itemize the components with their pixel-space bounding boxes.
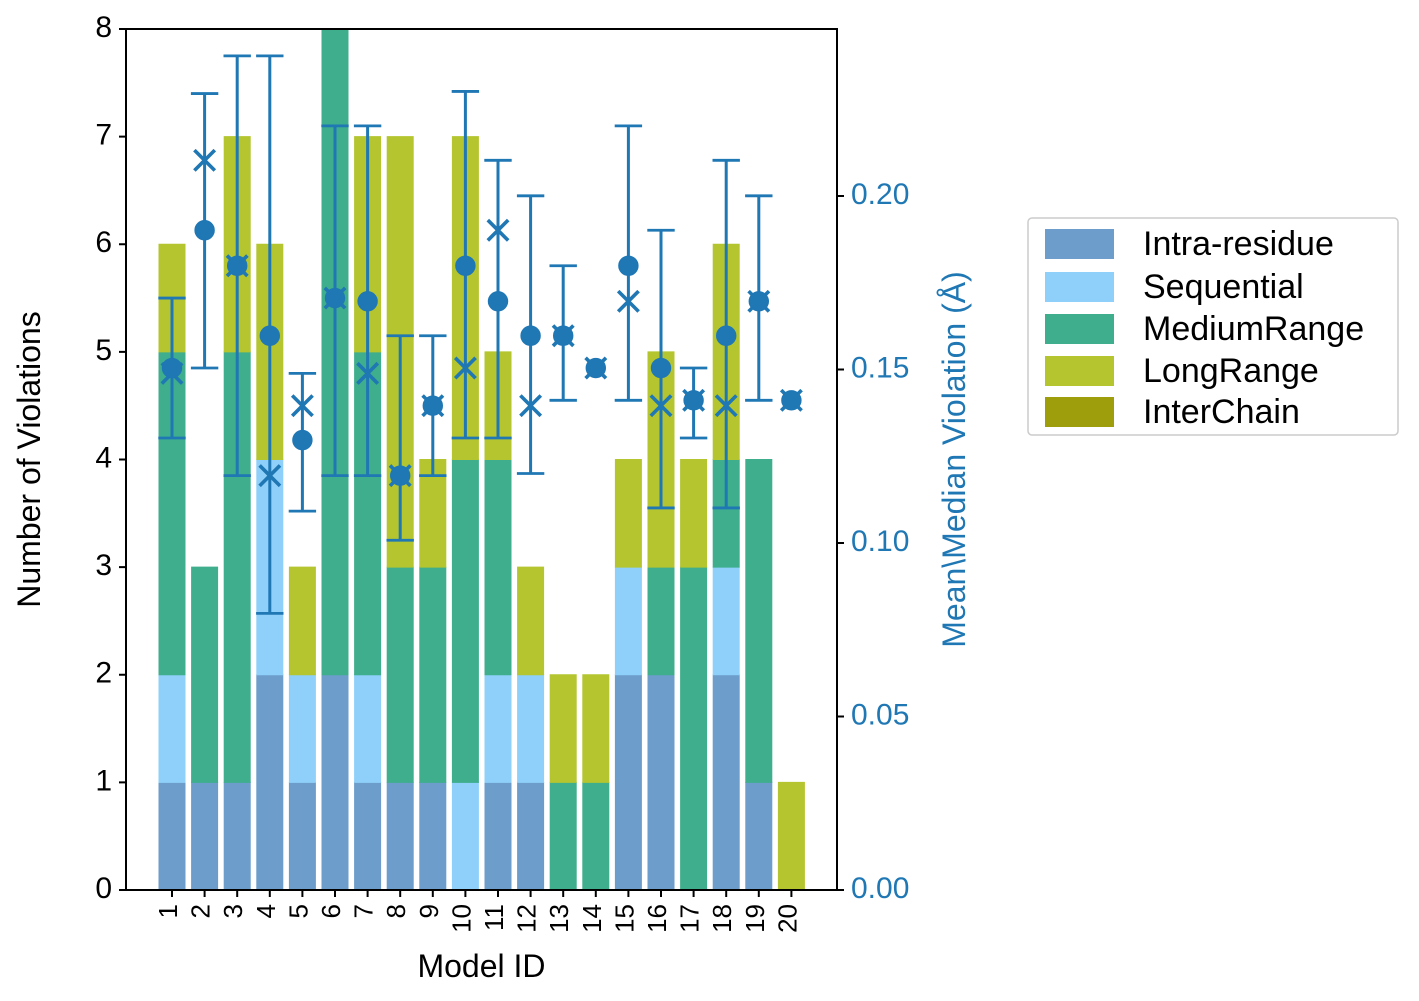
svg-text:0.10: 0.10 [851,525,909,558]
svg-text:4: 4 [251,904,281,918]
svg-text:8: 8 [381,904,411,918]
svg-text:Intra-residue: Intra-residue [1143,225,1334,263]
svg-text:14: 14 [577,904,607,933]
svg-text:3: 3 [218,904,248,918]
svg-text:8: 8 [95,11,112,44]
svg-text:0: 0 [95,872,112,905]
svg-text:Model ID: Model ID [417,948,545,984]
svg-text:4: 4 [95,441,112,474]
svg-text:1: 1 [95,764,112,797]
svg-text:12: 12 [512,904,542,933]
svg-text:2: 2 [95,657,112,690]
svg-text:11: 11 [479,904,509,931]
svg-text:17: 17 [675,904,705,933]
svg-text:2: 2 [186,904,216,918]
svg-text:19: 19 [740,904,770,933]
svg-text:7: 7 [349,904,379,918]
svg-text:5: 5 [95,334,112,367]
svg-text:20: 20 [772,904,802,933]
svg-text:6: 6 [95,226,112,259]
svg-text:13: 13 [544,904,574,933]
svg-text:18: 18 [707,904,737,933]
svg-text:10: 10 [446,904,476,933]
svg-text:3: 3 [95,549,112,582]
svg-text:5: 5 [283,904,313,918]
svg-text:15: 15 [609,904,639,933]
svg-text:0.20: 0.20 [851,178,909,211]
svg-text:9: 9 [414,904,444,918]
svg-text:0.05: 0.05 [851,698,909,731]
svg-text:7: 7 [95,119,112,152]
svg-text:1: 1 [153,904,183,918]
svg-text:Number of Violations: Number of Violations [11,311,47,607]
svg-text:LongRange: LongRange [1143,352,1319,390]
svg-text:MediumRange: MediumRange [1143,310,1364,348]
svg-text:16: 16 [642,904,672,933]
svg-text:Sequential: Sequential [1143,268,1304,306]
svg-text:Mean\Median Violation (Å): Mean\Median Violation (Å) [936,271,972,648]
svg-text:6: 6 [316,904,346,918]
svg-text:0.00: 0.00 [851,872,909,905]
svg-text:InterChain: InterChain [1143,393,1300,431]
svg-text:0.15: 0.15 [851,351,909,384]
